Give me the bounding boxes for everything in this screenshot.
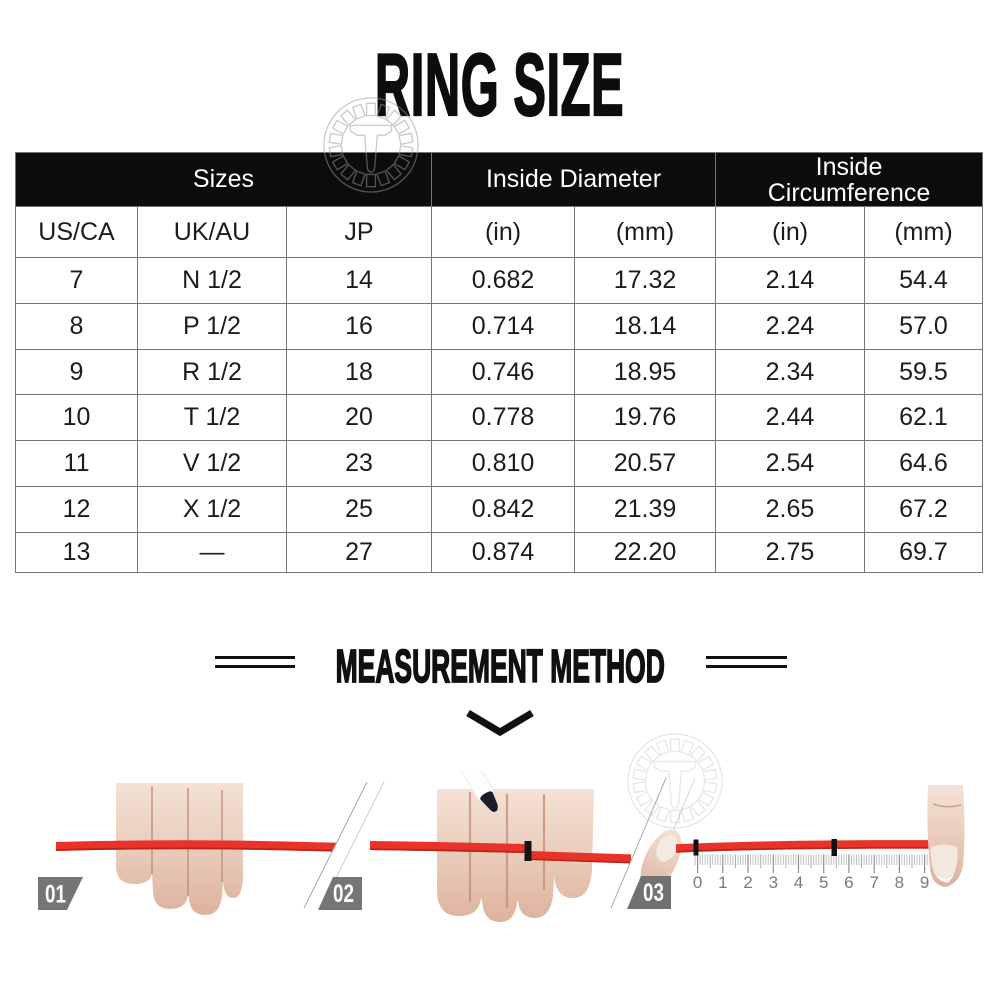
svg-text:6: 6	[844, 873, 853, 892]
svg-text:3: 3	[769, 873, 778, 892]
svg-text:5: 5	[819, 873, 828, 892]
svg-text:2: 2	[743, 873, 752, 892]
svg-text:4: 4	[794, 873, 803, 892]
svg-text:0: 0	[693, 873, 702, 892]
svg-text:9: 9	[920, 873, 929, 892]
svg-text:7: 7	[869, 873, 878, 892]
svg-text:8: 8	[895, 873, 904, 892]
svg-text:03: 03	[643, 879, 664, 907]
svg-text:02: 02	[333, 880, 354, 908]
svg-text:1: 1	[718, 873, 727, 892]
svg-text:01: 01	[45, 881, 66, 909]
